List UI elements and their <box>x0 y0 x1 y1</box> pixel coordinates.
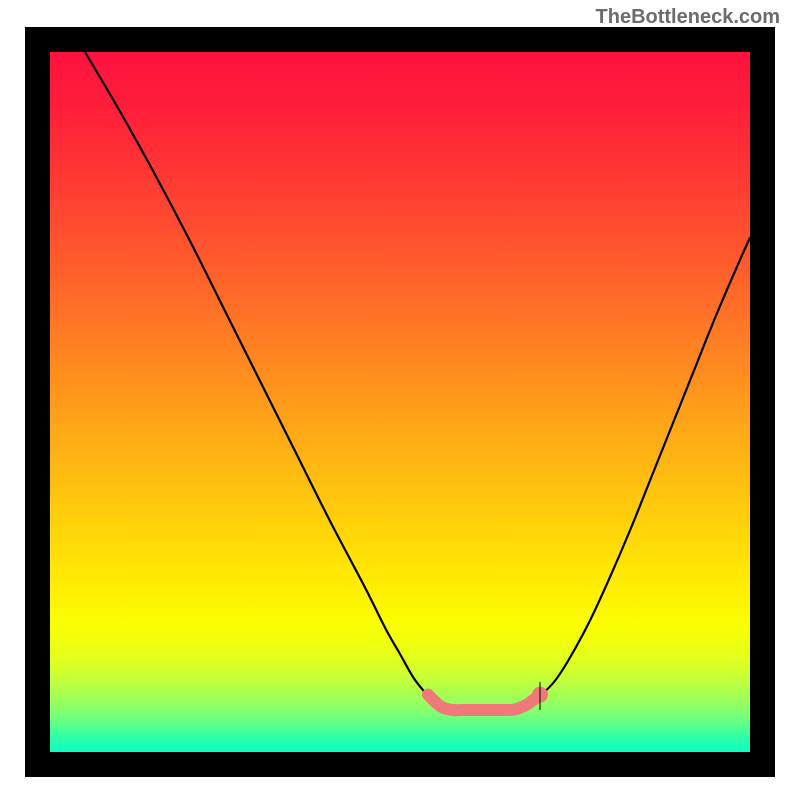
plot-background <box>50 52 750 752</box>
bottleneck-chart <box>0 0 800 800</box>
watermark-text: TheBottleneck.com <box>596 6 780 29</box>
chart-container: TheBottleneck.com <box>0 0 800 800</box>
